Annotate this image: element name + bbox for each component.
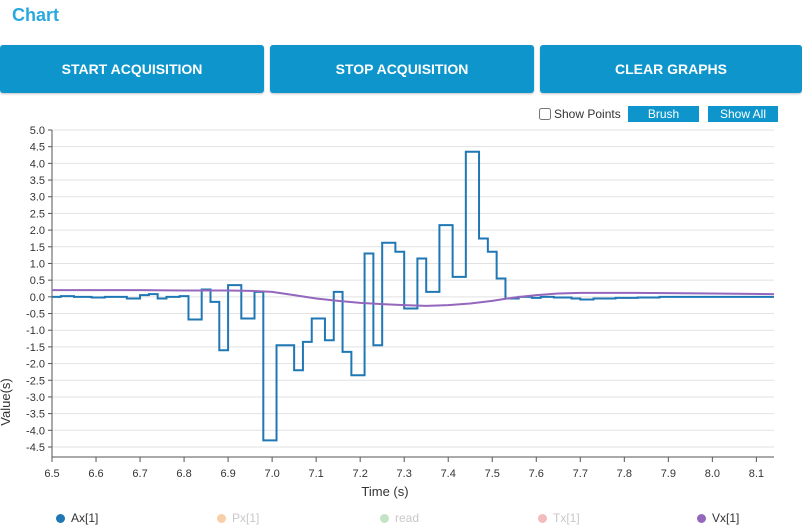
y-tick-label: -2.0: [26, 359, 45, 371]
legend-marker: [697, 513, 706, 523]
legend-item[interactable]: Ax[1]: [56, 511, 98, 525]
x-tick-label: 8.0: [705, 468, 720, 480]
start-acquisition-button[interactable]: START ACQUISITION: [0, 45, 264, 93]
x-tick-label: 6.8: [176, 468, 191, 480]
x-tick-label: 6.6: [88, 468, 103, 480]
x-tick-label: 7.5: [485, 468, 500, 480]
y-tick-label: 2.5: [30, 208, 45, 220]
y-tick-label: 1.0: [30, 258, 45, 270]
gridlines: [52, 129, 774, 448]
legend-item[interactable]: Vx[1]: [697, 511, 739, 525]
show-points-toggle[interactable]: Show Points: [537, 106, 621, 122]
x-tick-label: 6.7: [132, 468, 147, 480]
y-axis-label: Value(s): [0, 378, 13, 425]
page-title: Chart: [12, 5, 60, 25]
legend-label: Tx[1]: [553, 511, 580, 525]
y-tick-label: -3.5: [26, 409, 45, 421]
series-lines: [52, 150, 775, 442]
show-points-label: Show Points: [554, 107, 621, 121]
legend-marker: [56, 513, 65, 523]
y-tick-label: 1.5: [30, 242, 45, 254]
line-chart[interactable]: 5.0 4.5 4.0 3.5 3.0 2.5 2.0 1.5 1.0 0.5 0.0 -0.5 -1.…: [0, 122, 802, 502]
legend-label: Ax[1]: [71, 511, 99, 525]
x-tick-label: 7.9: [661, 468, 676, 480]
y-tick-label: -0.5: [26, 309, 45, 321]
show-all-button[interactable]: Show All: [708, 106, 778, 122]
x-tick-label: 7.2: [353, 468, 368, 480]
y-tick-label: -4.5: [26, 442, 45, 454]
series-line-vx1: [52, 289, 775, 307]
legend-item[interactable]: Tx[1]: [538, 511, 580, 525]
legend-label: Vx[1]: [712, 511, 740, 525]
y-tick-label: 4.5: [30, 142, 45, 154]
y-tick-label: 5.0: [30, 125, 45, 137]
x-tick-label: 7.7: [573, 468, 588, 480]
x-axis: 6.5 6.6 6.7 6.8 6.9 7.0 7.1 7.2 7.3 7.4 7.5 7.6 7.7 7…: [44, 456, 774, 480]
y-tick-label: 3.0: [30, 192, 45, 204]
y-tick-label: -4.0: [26, 425, 45, 437]
show-points-checkbox[interactable]: [539, 108, 551, 120]
x-tick-label: 7.1: [308, 468, 323, 480]
y-tick-label: 0.0: [30, 292, 45, 304]
legend-item[interactable]: read: [380, 511, 419, 525]
legend-marker: [380, 513, 389, 523]
legend: Ax[1] Px[1] read Tx[1] Vx[1]: [0, 511, 802, 527]
series-line-ax1: [52, 150, 774, 442]
stop-acquisition-button[interactable]: STOP ACQUISITION: [270, 45, 534, 93]
x-tick-label: 7.4: [441, 468, 456, 480]
x-tick-label: 6.5: [44, 468, 59, 480]
x-tick-label: 7.6: [529, 468, 544, 480]
x-tick-label: 8.1: [749, 468, 764, 480]
legend-marker: [217, 513, 226, 523]
x-tick-label: 7.0: [264, 468, 279, 480]
legend-label: Px[1]: [232, 511, 260, 525]
x-tick-label: 6.9: [220, 468, 235, 480]
brush-button[interactable]: Brush: [628, 106, 699, 122]
y-axis: 5.0 4.5 4.0 3.5 3.0 2.5 2.0 1.5 1.0 0.5 0.0 -0.5 -1.…: [26, 125, 53, 457]
legend-marker: [538, 513, 547, 523]
legend-label: read: [395, 511, 420, 525]
y-tick-label: 4.0: [30, 158, 45, 170]
y-tick-label: -2.5: [26, 375, 45, 387]
y-tick-label: 2.0: [30, 225, 45, 237]
y-tick-label: 0.5: [30, 275, 45, 287]
x-tick-label: 7.3: [397, 468, 412, 480]
legend-item[interactable]: Px[1]: [217, 511, 259, 525]
x-tick-label: 7.8: [617, 468, 632, 480]
y-tick-label: -3.0: [26, 392, 45, 404]
y-tick-label: 3.5: [30, 175, 45, 187]
clear-graphs-button[interactable]: CLEAR GRAPHS: [540, 45, 802, 93]
x-axis-label: Time (s): [361, 484, 408, 499]
y-tick-label: -1.0: [26, 325, 45, 337]
y-tick-label: -1.5: [26, 342, 45, 354]
